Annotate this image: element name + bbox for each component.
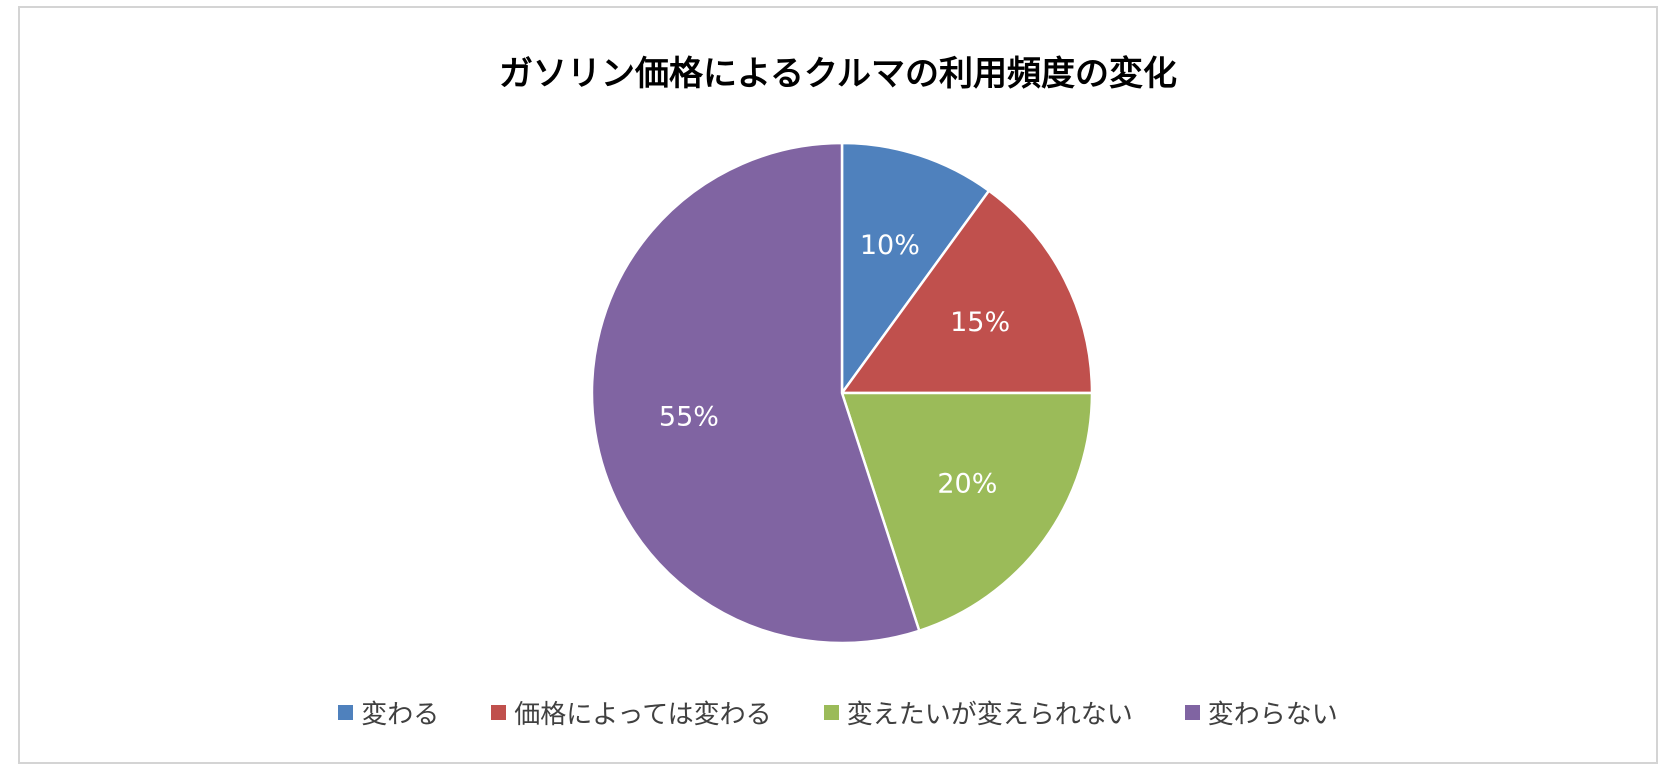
legend-label-2: 変えたいが変えられない <box>846 700 1133 730</box>
legend-swatch-1 <box>491 705 507 720</box>
legend-item-2: 変えたいが変えられない <box>823 694 1133 731</box>
legend-swatch-0 <box>338 705 354 720</box>
data-label-3: 55% <box>659 402 719 433</box>
legend-label-3: 変わらない <box>1207 700 1338 730</box>
legend-swatch-3 <box>1184 705 1200 720</box>
legend-swatch-2 <box>823 705 839 720</box>
data-label-0: 10% <box>860 230 920 261</box>
legend-label-0: 変わる <box>361 700 440 730</box>
pie-slice-1 <box>839 188 1094 395</box>
data-label-1: 15% <box>950 307 1010 338</box>
legend-item-1: 価格によっては変わる <box>491 694 772 731</box>
legend-item-0: 変わる <box>338 694 439 731</box>
chart-title: ガソリン価格によるクルマの利用頻度の変化 <box>499 54 1177 94</box>
pie-slice-2 <box>840 391 1094 633</box>
chart-legend: 変わる 価格によっては変わる 変えたいが変えられない 変わらない <box>20 694 1656 731</box>
pie-slice-3 <box>590 141 921 645</box>
data-label-2: 20% <box>937 469 997 500</box>
pie-slice-0 <box>840 141 991 397</box>
legend-label-1: 価格によっては変わる <box>514 700 772 730</box>
legend-item-3: 変わらない <box>1184 694 1338 731</box>
